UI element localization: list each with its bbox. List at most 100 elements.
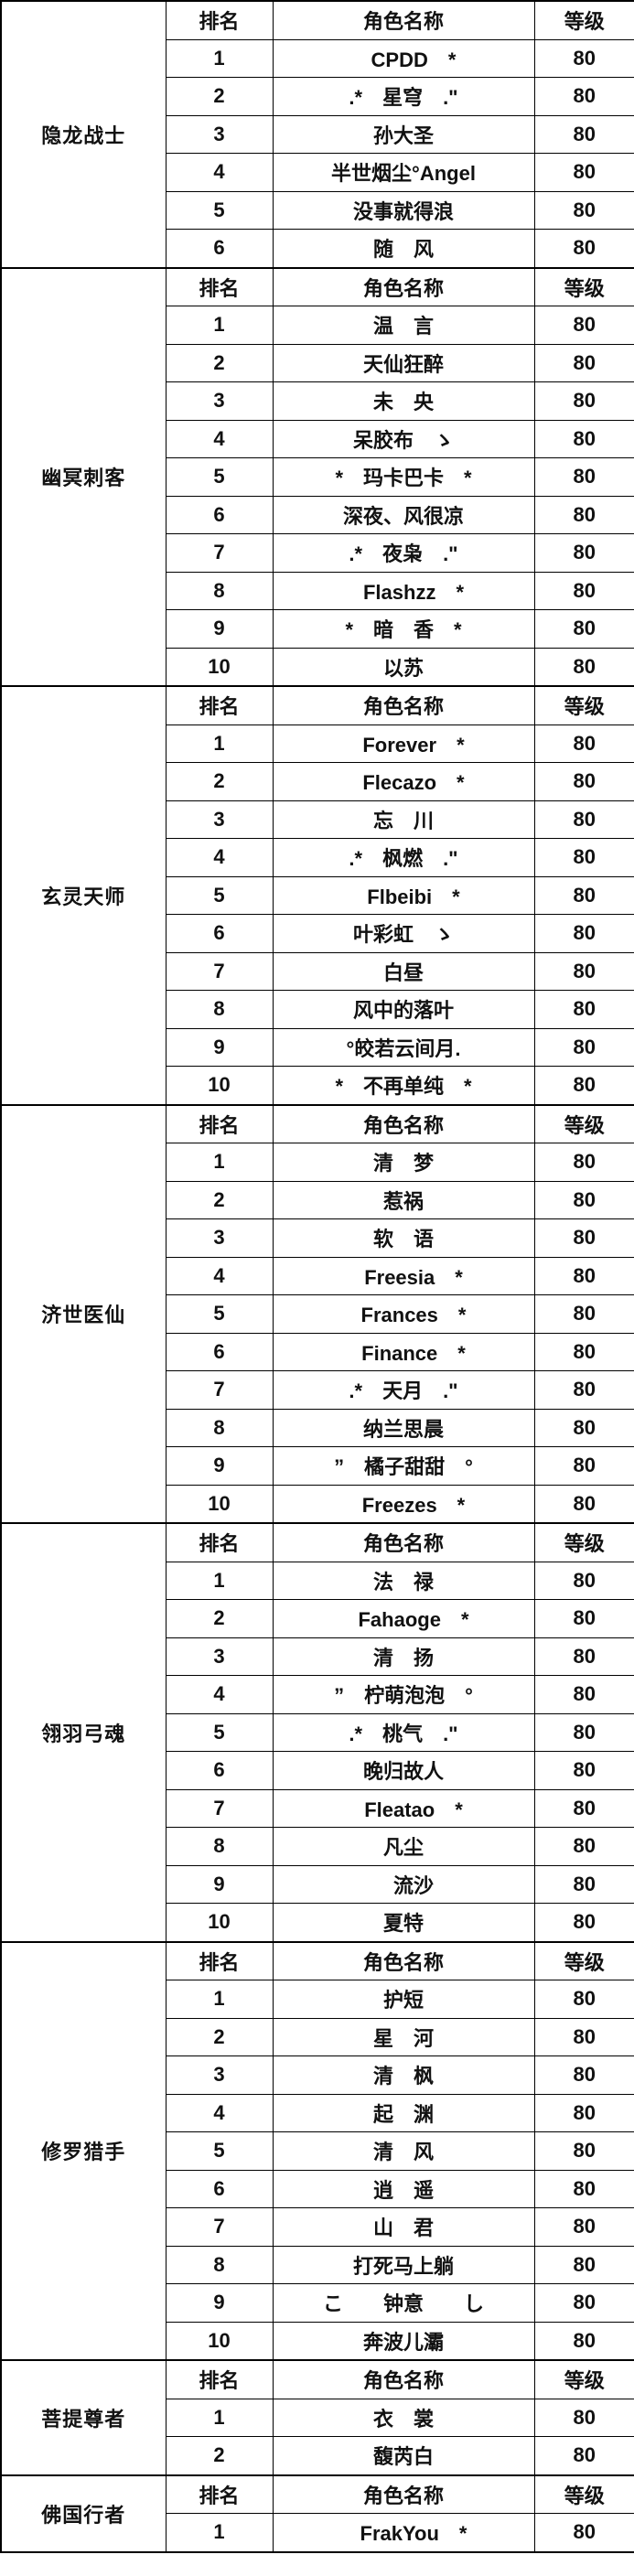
rank-cell: 1 [165,1143,274,1182]
ranking-row: 9 流沙 80 [1,1864,634,1904]
class-name-cell: 隐龙战士 [0,0,167,268]
rank-cell: 4 [165,2093,274,2132]
rank-cell: 10 [165,1066,274,1105]
level-cell: 80 [533,1675,634,1714]
rank-cell: 10 [165,2321,274,2361]
ranking-row: 4 半世烟尘°Angel 80 [1,153,634,192]
character-name-cell: 孙大圣 [272,114,535,154]
class-name-cell: 菩提尊者 [0,2359,167,2475]
rank-cell: 6 [165,914,274,953]
character-name-cell: Frances * [272,1294,535,1334]
character-name-cell: 晚归故人 [272,1751,535,1790]
rank-cell: 10 [165,1903,274,1942]
section-header-row: 隐龙战士 排名 角色名称 等级 [0,0,634,268]
ranking-row: 10 Freezes * 80 [1,1484,634,1524]
level-cell: 80 [533,1712,634,1752]
level-cell: 80 [533,343,634,382]
rank-cell: 8 [165,1408,274,1447]
character-name-cell: °皎若云间月. [272,1027,535,1067]
ranking-row: 2 惹祸 80 [1,1180,634,1219]
rank-cell: 9 [165,1446,274,1486]
rank-cell: 9 [165,2283,274,2323]
level-cell: 80 [533,2513,634,2552]
ranking-row: 2 天仙狂醉 80 [1,343,634,382]
character-name-cell: Fleatao * [272,1788,535,1828]
level-column-header: 等级 [533,0,634,40]
character-name-cell: ” 柠萌泡泡 ° [272,1675,535,1714]
level-cell: 80 [533,38,634,78]
rank-column-header: 排名 [165,2474,274,2514]
level-cell: 80 [533,990,634,1029]
rank-cell: 3 [165,381,274,421]
ranking-row: 3 孙大圣 80 [1,114,634,154]
level-cell: 80 [533,2131,634,2171]
character-name-cell: Forever * [272,724,535,763]
level-column-header: 等级 [533,2359,634,2399]
character-name-cell: こ 钟意 し [272,2283,535,2323]
rank-cell: 8 [165,2245,274,2284]
level-cell: 80 [533,1980,634,2019]
character-name-column-header: 角色名称 [272,2474,535,2514]
rank-column-header: 排名 [165,1522,274,1562]
character-name-column-header: 角色名称 [272,1103,535,1143]
level-cell: 80 [533,2321,634,2361]
character-name-cell: 软 语 [272,1218,535,1258]
rank-cell: 10 [165,647,274,687]
character-name-cell: 以苏 [272,647,535,687]
ranking-row: 9” 橘子甜甜 ° 80 [1,1446,634,1486]
rank-column-header: 排名 [165,266,274,306]
rank-cell: 2 [165,1599,274,1638]
level-cell: 80 [533,1446,634,1486]
level-cell: 80 [533,1864,634,1904]
character-name-cell: .* 星穹 ." [272,77,535,116]
character-name-cell: 山 君 [272,2207,535,2247]
level-cell: 80 [533,1903,634,1942]
level-cell: 80 [533,381,634,421]
rank-column-header: 排名 [165,1103,274,1143]
class-name-cell: 玄灵天师 [0,685,167,1105]
level-cell: 80 [533,571,634,610]
character-name-cell: 呆胶布 ゝ [272,419,535,458]
level-cell: 80 [533,1027,634,1067]
character-name-cell: Flbeibi * [272,875,535,915]
level-cell: 80 [533,609,634,649]
rank-cell: 6 [165,495,274,534]
character-name-column-header: 角色名称 [272,1940,535,1980]
character-name-cell: 半世烟尘°Angel [272,153,535,192]
level-cell: 80 [533,800,634,839]
rank-column-header: 排名 [165,1940,274,1980]
ranking-row: 2 馥芮白 80 [1,2436,634,2475]
ranking-row: 10 以苏 80 [1,647,634,687]
character-name-cell: 随 风 [272,229,535,268]
level-cell: 80 [533,914,634,953]
rank-cell: 8 [165,990,274,1029]
rank-cell: 1 [165,1561,274,1600]
rank-cell: 5 [165,457,274,497]
level-cell: 80 [533,1180,634,1219]
rank-cell: 1 [165,306,274,345]
level-cell: 80 [533,1484,634,1524]
rank-cell: 3 [165,1218,274,1258]
character-name-column-header: 角色名称 [272,685,535,725]
level-cell: 80 [533,1294,634,1334]
ranking-row: 2 Flecazo * 80 [1,762,634,801]
character-name-cell: * 玛卡巴卡 * [272,457,535,497]
rank-cell: 6 [165,2169,274,2208]
character-name-cell: 清 梦 [272,1143,535,1182]
character-name-cell: 清 风 [272,2131,535,2171]
rank-cell: 5 [165,2131,274,2171]
ranking-row: 4 .* 枫燃 ." 80 [1,838,634,877]
rank-cell: 6 [165,1751,274,1790]
rank-cell: 6 [165,1332,274,1371]
level-cell: 80 [533,229,634,268]
character-name-cell: 起 渊 [272,2093,535,2132]
character-name-cell: Flecazo * [272,762,535,801]
ranking-row: 8 凡尘 80 [1,1827,634,1866]
rank-cell: 5 [165,1294,274,1334]
ranking-row: 4 Freesia * 80 [1,1256,634,1295]
